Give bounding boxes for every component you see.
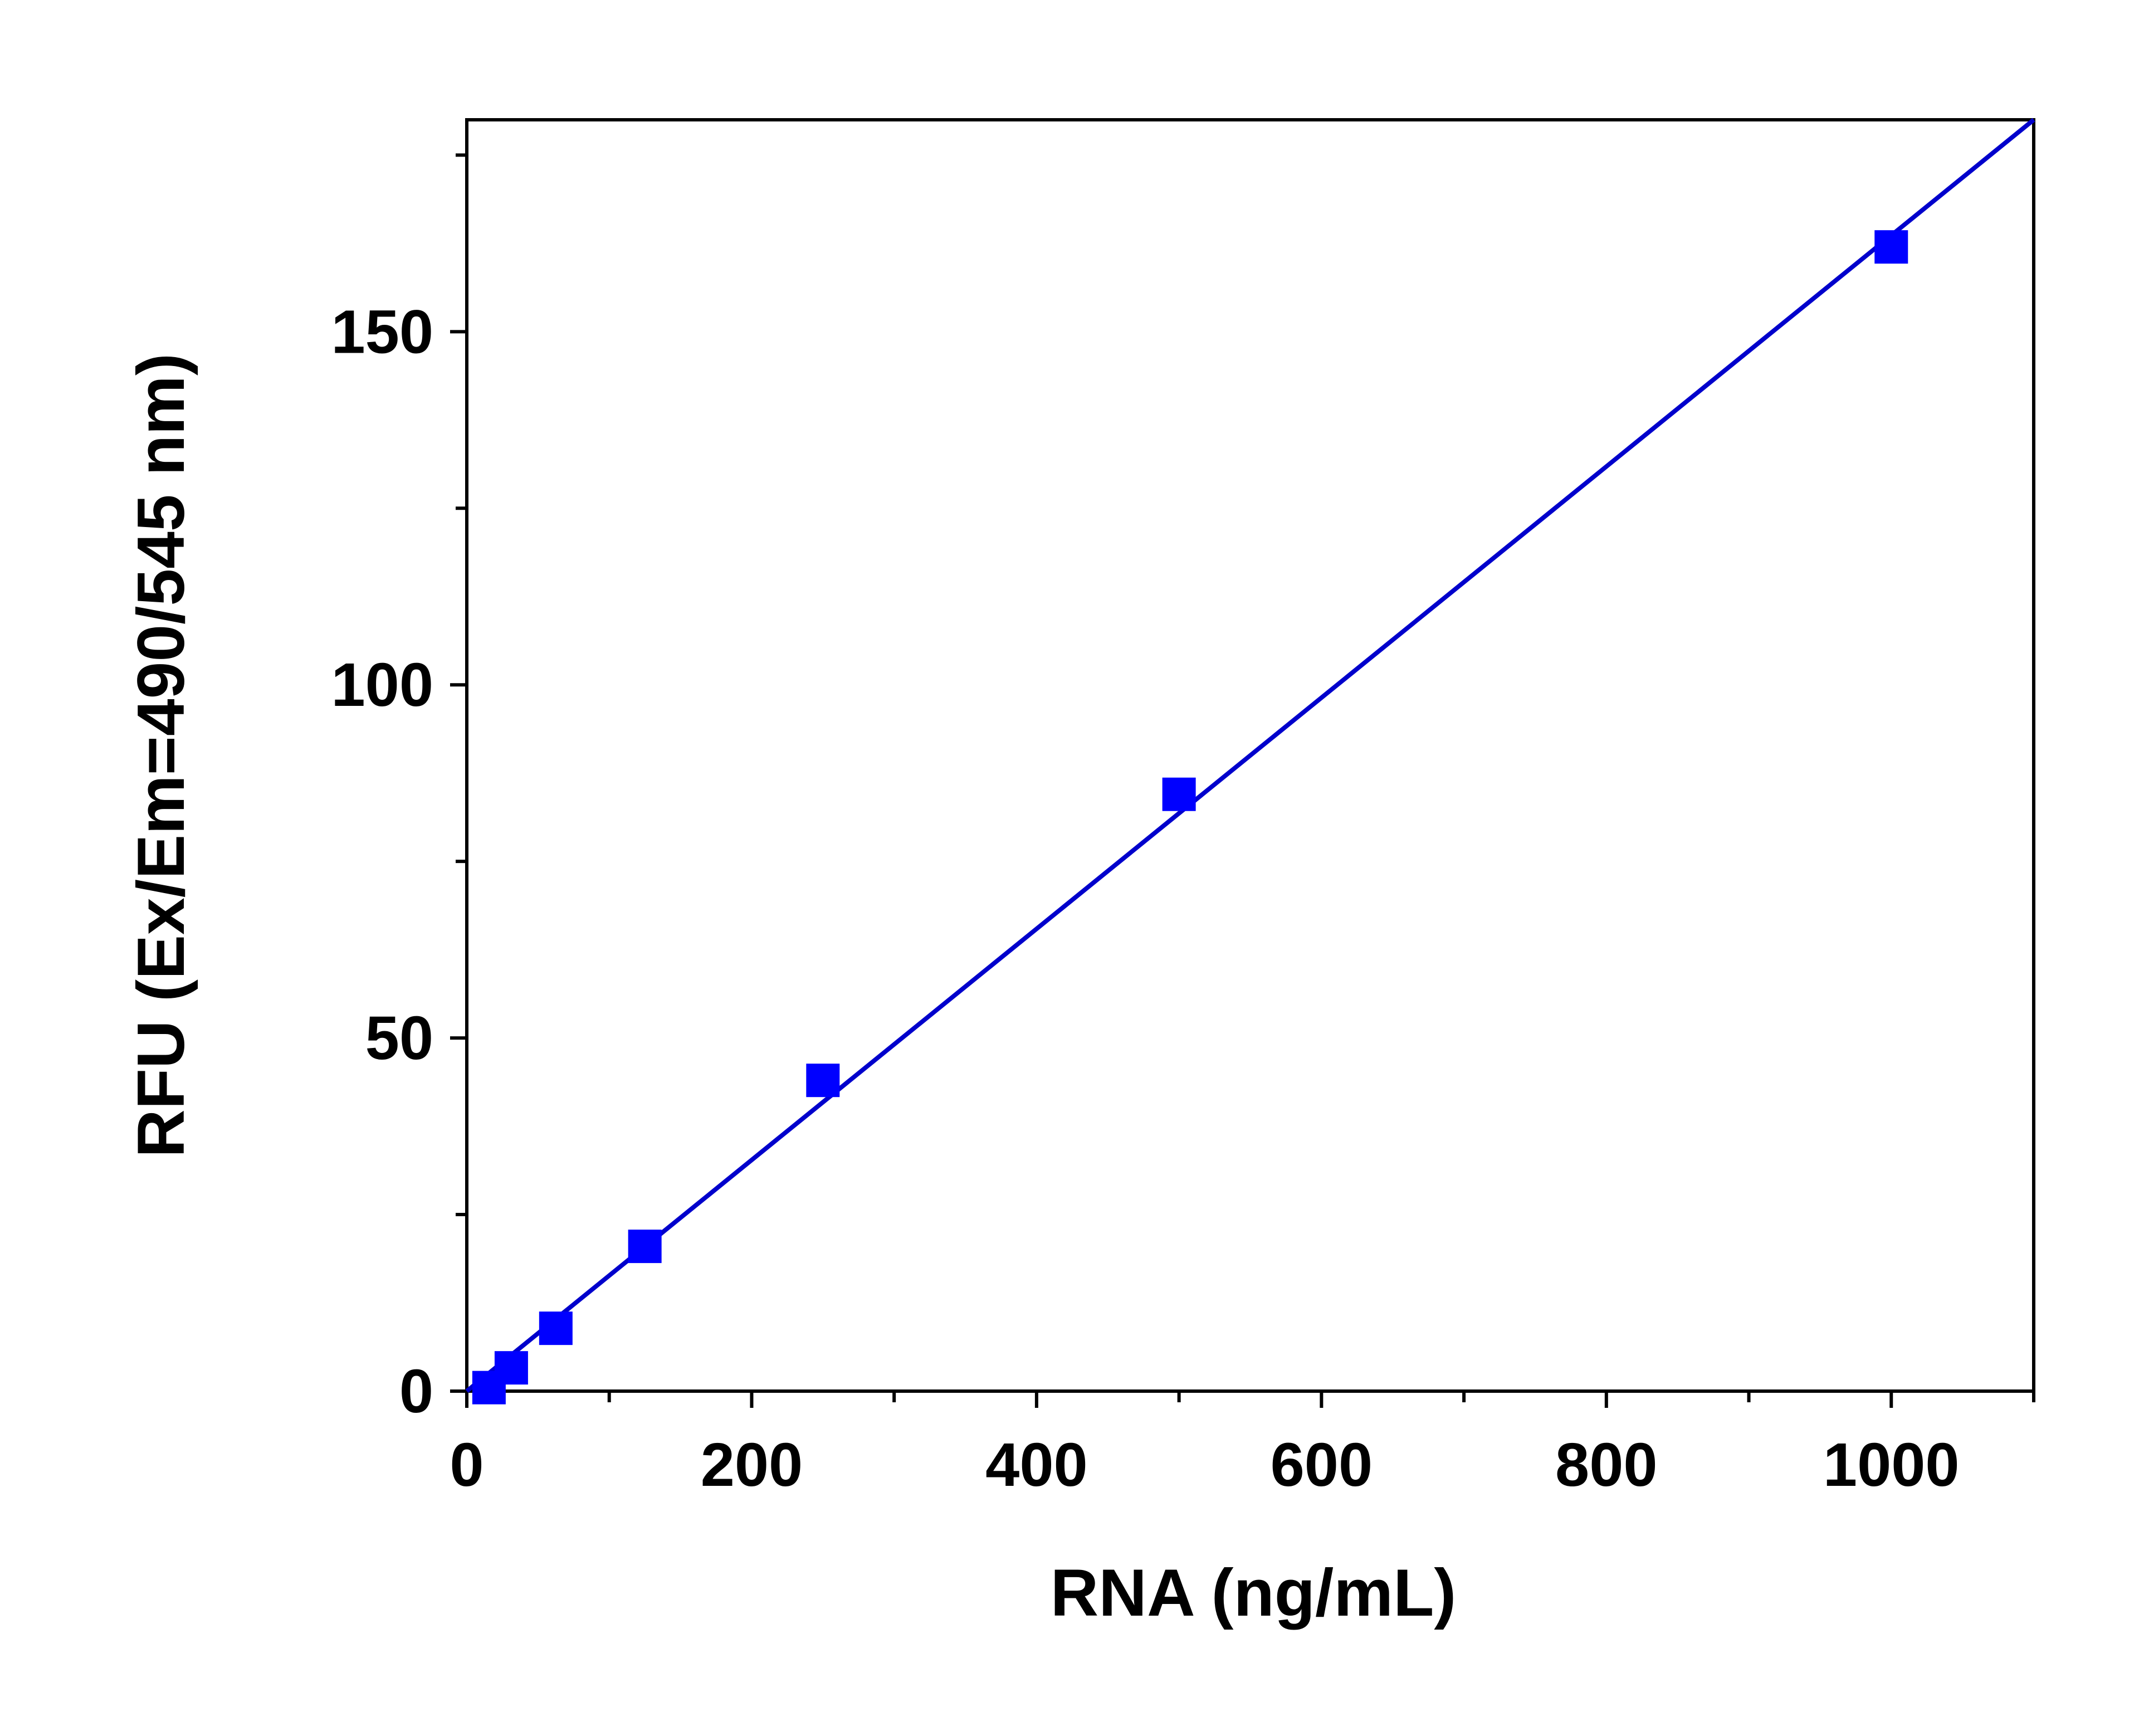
y-axis-ticks xyxy=(450,153,467,1393)
y-tick-label: 100 xyxy=(331,651,433,719)
data-point xyxy=(1874,230,1908,264)
x-axis-title: RNA (ng/mL) xyxy=(1051,1555,1457,1630)
x-axis-ticks xyxy=(465,1391,2035,1408)
x-tick-label: 400 xyxy=(985,1431,1088,1499)
y-tick-label: 150 xyxy=(331,298,433,366)
x-axis-tick-labels: 0 200 400 600 800 1000 xyxy=(450,1431,1959,1499)
fit-line xyxy=(465,118,2035,1393)
y-tick-label: 50 xyxy=(365,1004,433,1072)
data-point xyxy=(539,1311,573,1345)
x-tick-label: 0 xyxy=(450,1431,484,1499)
x-tick-label: 200 xyxy=(701,1431,803,1499)
y-axis-title: RFU (Ex/Em=490/545 nm) xyxy=(124,353,198,1158)
x-tick-label: 600 xyxy=(1271,1431,1373,1499)
y-axis-tick-labels: 0 50 100 150 xyxy=(331,298,433,1426)
x-tick-label: 1000 xyxy=(1823,1431,1960,1499)
data-point xyxy=(806,1064,840,1098)
y-tick-label: 0 xyxy=(399,1357,433,1426)
data-point xyxy=(494,1351,528,1385)
plot-frame xyxy=(465,118,2035,1393)
x-tick-label: 800 xyxy=(1555,1431,1658,1499)
data-point xyxy=(1162,777,1196,811)
data-point xyxy=(628,1230,662,1264)
fit-line-layer xyxy=(465,118,2035,1393)
data-points-layer xyxy=(472,230,1908,1405)
